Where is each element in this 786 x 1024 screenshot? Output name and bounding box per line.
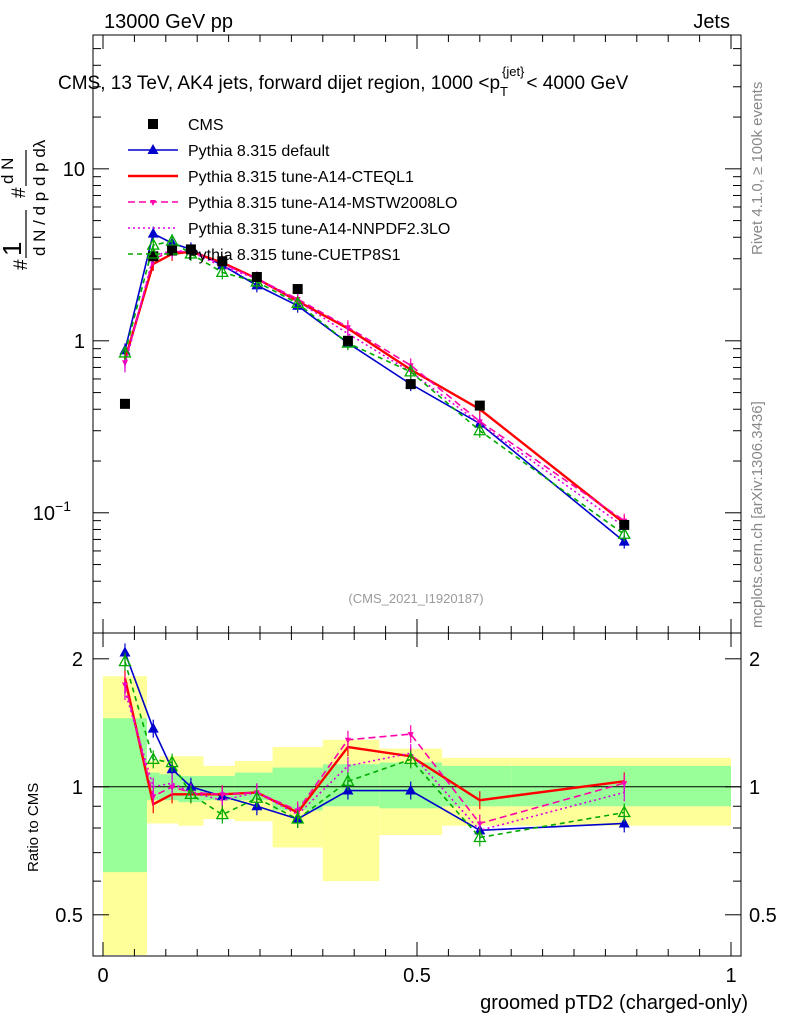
cms-data-point [119, 398, 130, 409]
analysis-watermark: (CMS_2021_I1920187) [348, 591, 483, 606]
series-point-ratio [250, 790, 264, 803]
x-axis-label: groomed pTD2 (charged-only) [480, 992, 748, 1014]
svg-text:d N / d p: d N / d p [30, 192, 49, 256]
series-point-ratio [341, 773, 355, 786]
legend-label: Pythia 8.315 tune-A14-MSTW2008LO [188, 195, 457, 212]
rivet-version-text: Rivet 4.1.0, ≥ 100k events [749, 82, 766, 255]
series-point-ratio [118, 654, 132, 667]
ratio-series-layer [118, 643, 631, 847]
legend-label: Pythia 8.315 tune-CUETP8S1 [188, 247, 401, 264]
main-series-layer [118, 226, 631, 549]
series-point-ratio [618, 817, 630, 828]
ratio-tick-label-right: 1 [749, 777, 760, 799]
cms-data-point [251, 271, 262, 282]
title-suffix: < 4000 GeV [526, 73, 628, 94]
series-point-ratio [184, 786, 198, 799]
legend-label: Pythia 8.315 tune-A14-NNPDF2.3LO [188, 221, 450, 238]
ratio-tick-label: 0.5 [55, 905, 83, 927]
svg-text:d p dλ: d p dλ [30, 139, 49, 186]
cms-data-point [619, 519, 630, 530]
title-subscript: T [500, 84, 508, 99]
green-band-bin [103, 718, 147, 873]
legend-label: Pythia 8.315 default [188, 143, 330, 160]
series-point-main [404, 364, 418, 377]
svg-text:1: 1 [0, 242, 27, 256]
cms-data-point [474, 400, 485, 411]
series-point-ratio [291, 811, 305, 824]
series-point-ratio [473, 830, 487, 843]
ratio-y-axis-label: Ratio to CMS [25, 783, 42, 872]
series-point-main [473, 423, 487, 436]
series-line-main [124, 249, 625, 528]
axis-ticks [93, 34, 741, 957]
series-point-main [165, 233, 179, 246]
series-line-main [124, 232, 625, 543]
cms-data-point [148, 251, 159, 262]
title-superscript: {jet} [502, 64, 525, 79]
series-line-main [124, 240, 625, 535]
ratio-uncertainty-bands [93, 676, 741, 955]
series-point-ratio [404, 752, 418, 765]
legend-marker [150, 200, 156, 206]
title-prefix: CMS, 13 TeV, AK4 jets, forward dijet reg… [58, 73, 500, 94]
series-point-ratio [165, 755, 179, 768]
series-point-ratio [405, 784, 417, 795]
series-line-main [124, 250, 625, 522]
series-point-ratio [147, 722, 159, 733]
legend-marker [147, 144, 159, 154]
svg-text:#: # [9, 187, 30, 198]
svg-text:d N: d N [0, 158, 17, 184]
legend-marker [148, 119, 158, 129]
yellow-band-bin [322, 739, 380, 882]
legend: CMS Pythia 8.315 default Pythia 8.315 tune… [128, 117, 457, 264]
legend-marker [146, 246, 160, 259]
svg-text:#: # [11, 259, 32, 270]
series-point-main [617, 526, 631, 539]
green-band-bin [511, 765, 731, 807]
cms-data-point [405, 379, 416, 390]
series-point-main [118, 345, 132, 358]
cms-data-point [342, 335, 353, 346]
cms-data-point [167, 245, 178, 256]
cms-data-point [217, 256, 228, 267]
legend-label: Pythia 8.315 tune-A14-CTEQL1 [188, 169, 414, 186]
series-point-ratio [407, 732, 414, 739]
x-tick-label: 0.5 [403, 965, 431, 987]
y-tick-label: 1 [74, 331, 85, 353]
plot-title: CMS, 13 TeV, AK4 jets, forward dijet reg… [58, 64, 629, 99]
header-right: Jets [693, 11, 730, 33]
cms-data-point [292, 284, 303, 295]
series-line-main [123, 250, 625, 525]
series-point-main [291, 296, 305, 309]
series-point-ratio [146, 752, 160, 765]
y-tick-label: 10 [63, 159, 85, 181]
series-point-ratio [119, 646, 131, 657]
series-point-main [215, 265, 229, 278]
y-tick-label: 10−1 [33, 498, 71, 525]
series-point-ratio [215, 807, 229, 820]
mcplots-reference-text: mcplots.cern.ch [arXiv:1306.3436] [749, 401, 766, 628]
x-tick-label: 0 [97, 965, 108, 987]
ratio-tick-label-right: 2 [749, 649, 760, 671]
series-line-ratio [124, 661, 625, 839]
ratio-tick-label: 2 [72, 649, 83, 671]
series-point-ratio [344, 737, 351, 744]
series-point-main [147, 227, 159, 238]
header-left: 13000 GeV pp [104, 11, 233, 33]
ratio-tick-label: 1 [72, 777, 83, 799]
ratio-tick-label-right: 0.5 [749, 905, 777, 927]
series-point-ratio [617, 805, 631, 818]
main-y-axis-label: # 1 d N / d p # d N d p dλ [0, 139, 49, 270]
series-point-ratio [150, 794, 157, 801]
legend-label: CMS [188, 117, 224, 134]
cms-data-point [185, 244, 196, 255]
x-tick-label: 1 [725, 965, 736, 987]
